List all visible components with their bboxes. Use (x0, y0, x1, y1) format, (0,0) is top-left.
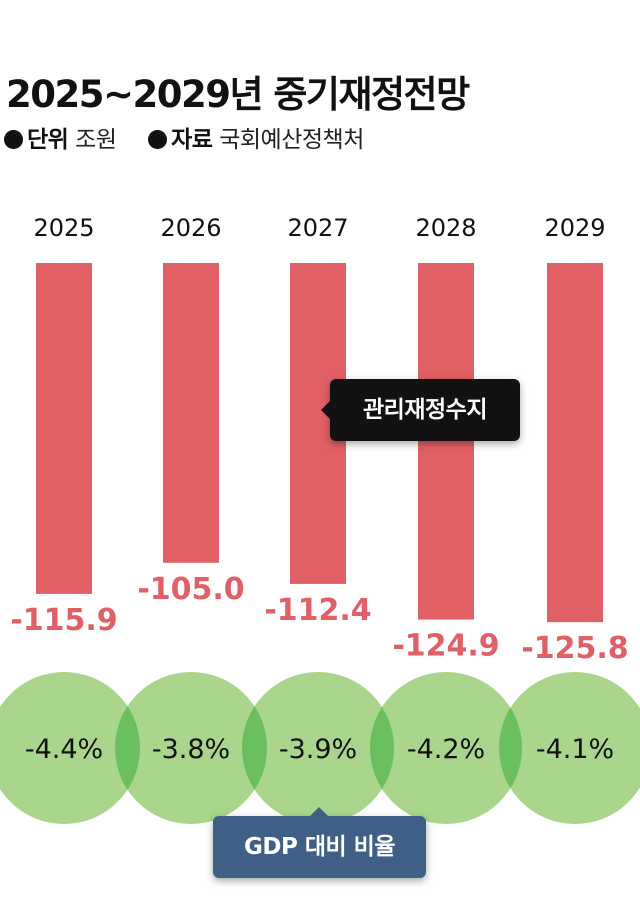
bullet-icon (148, 130, 168, 149)
bar-value-label: -112.4 (264, 593, 371, 628)
bar (163, 263, 219, 563)
bullet-icon (4, 130, 23, 149)
chart-meta: 단위 조원 자료 국회예산정책처 (4, 120, 364, 154)
bar (418, 263, 474, 620)
bar-value-label: -105.0 (137, 572, 244, 607)
ratio-circle (0, 672, 140, 824)
bar (36, 263, 92, 594)
ratio-value-label: -4.1% (536, 734, 614, 765)
x-tick-label: 2029 (544, 214, 605, 242)
ratio-value-label: -4.2% (407, 734, 485, 765)
ratio-circle (242, 672, 394, 824)
x-tick-label: 2028 (415, 214, 476, 242)
ratio-value-label: -4.4% (25, 734, 103, 765)
ratio-circles (0, 672, 640, 824)
bar-value-label: -125.8 (521, 631, 628, 666)
x-tick-label: 2027 (287, 214, 348, 242)
ratio-circle-overlap (242, 706, 267, 790)
ratio-circle-overlap (370, 707, 394, 789)
source-label: 자료 (171, 127, 213, 153)
x-tick-label: 2026 (160, 214, 221, 242)
bar-series-label: 관리재정수지 (321, 379, 520, 441)
ratio-circle-overlap (115, 706, 140, 790)
bar (547, 263, 603, 623)
unit-value: 조원 (75, 127, 117, 153)
chart-title: 2025~2029년 중기재정전망 (6, 73, 470, 116)
ratio-series-label: GDP 대비 비율 (213, 807, 426, 878)
x-tick-label: 2025 (33, 214, 94, 242)
ratio-circle (115, 672, 267, 824)
unit-label: 단위 (27, 127, 69, 153)
ratio-circle (499, 672, 640, 824)
ratio-value-label: -3.8% (152, 734, 230, 765)
ratio-circle-overlap (498, 707, 523, 789)
bar-value-label: -124.9 (392, 629, 499, 664)
ratio-value-label: -3.9% (279, 734, 357, 765)
source-value: 국회예산정책처 (219, 127, 364, 153)
bar-value-label: -115.9 (10, 603, 117, 638)
ratio-circle (370, 672, 522, 824)
